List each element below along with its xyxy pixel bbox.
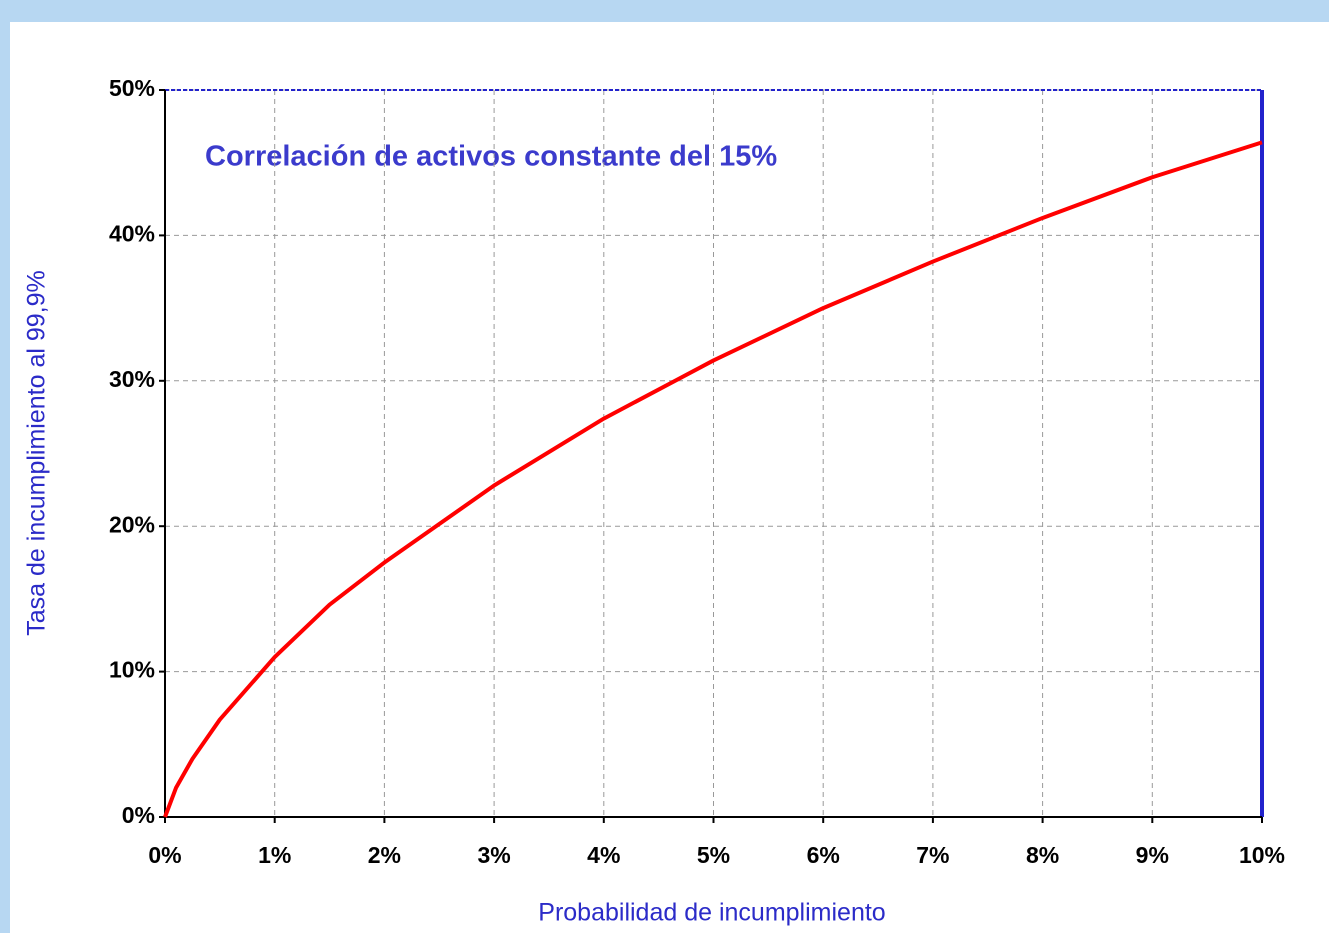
x-tick-label: 3% xyxy=(477,842,510,868)
y-tick-label: 10% xyxy=(109,657,155,683)
y-axis-label: Tasa de incumplimiento al 99,9% xyxy=(23,270,51,635)
x-tick-label: 7% xyxy=(916,842,949,868)
x-tick-label: 5% xyxy=(697,842,730,868)
x-tick-label: 1% xyxy=(258,842,291,868)
x-tick-label: 2% xyxy=(368,842,401,868)
x-axis-label: Probabilidad de incumplimiento xyxy=(538,899,885,927)
x-tick-label: 6% xyxy=(807,842,840,868)
y-tick-label: 20% xyxy=(109,511,155,537)
y-tick-label: 50% xyxy=(109,75,155,101)
x-tick-label: 8% xyxy=(1026,842,1059,868)
y-tick-label: 40% xyxy=(109,220,155,246)
x-tick-label: 10% xyxy=(1239,842,1285,868)
y-tick-label: 30% xyxy=(109,366,155,392)
x-tick-label: 0% xyxy=(148,842,181,868)
x-tick-label: 9% xyxy=(1136,842,1169,868)
data-line xyxy=(163,140,1263,818)
page-frame xyxy=(10,22,1329,933)
y-tick-label: 0% xyxy=(122,802,155,828)
annotation: Correlación de activos constante del 15% xyxy=(205,141,777,173)
x-tick-label: 4% xyxy=(587,842,620,868)
